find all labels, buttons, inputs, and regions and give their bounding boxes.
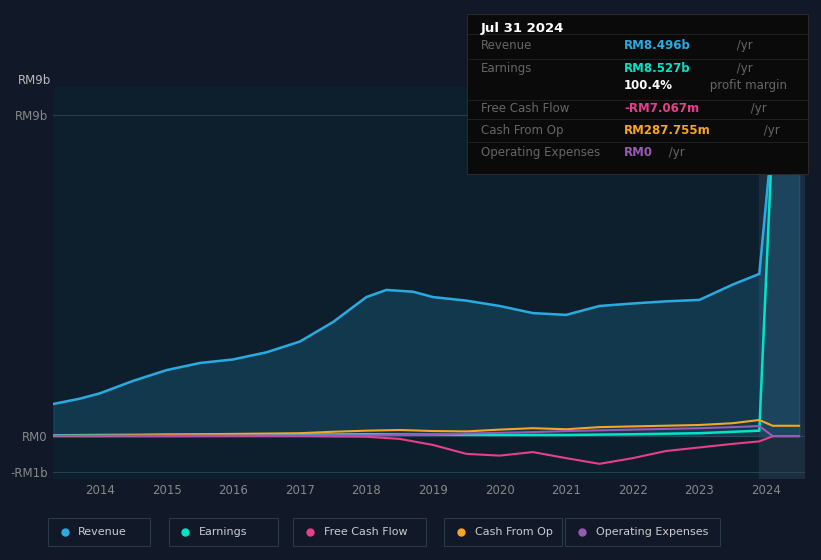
Text: Operating Expenses: Operating Expenses [481, 146, 600, 160]
Text: Free Cash Flow: Free Cash Flow [323, 528, 407, 537]
Text: Cash From Op: Cash From Op [481, 124, 563, 137]
Bar [759, 87, 805, 479]
Text: RM8.527b: RM8.527b [624, 62, 690, 75]
Text: /yr: /yr [760, 124, 780, 137]
Text: Jul 31 2024: Jul 31 2024 [481, 22, 564, 35]
Text: RM8.496b: RM8.496b [624, 39, 690, 53]
Text: Revenue: Revenue [78, 528, 127, 537]
Text: /yr: /yr [733, 39, 753, 53]
Text: /yr: /yr [733, 62, 753, 75]
Text: RM9b: RM9b [18, 74, 51, 87]
Text: 100.4%: 100.4% [624, 78, 673, 91]
Text: RM287.755m: RM287.755m [624, 124, 711, 137]
Text: Operating Expenses: Operating Expenses [595, 528, 708, 537]
Text: RM0: RM0 [624, 146, 653, 160]
Text: profit margin: profit margin [706, 78, 787, 91]
Text: Cash From Op: Cash From Op [475, 528, 553, 537]
Text: /yr: /yr [665, 146, 685, 160]
Text: -RM7.067m: -RM7.067m [624, 102, 699, 115]
Text: /yr: /yr [746, 102, 766, 115]
Text: Earnings: Earnings [481, 62, 532, 75]
Text: Earnings: Earnings [199, 528, 247, 537]
Text: Free Cash Flow: Free Cash Flow [481, 102, 569, 115]
Text: Revenue: Revenue [481, 39, 532, 53]
